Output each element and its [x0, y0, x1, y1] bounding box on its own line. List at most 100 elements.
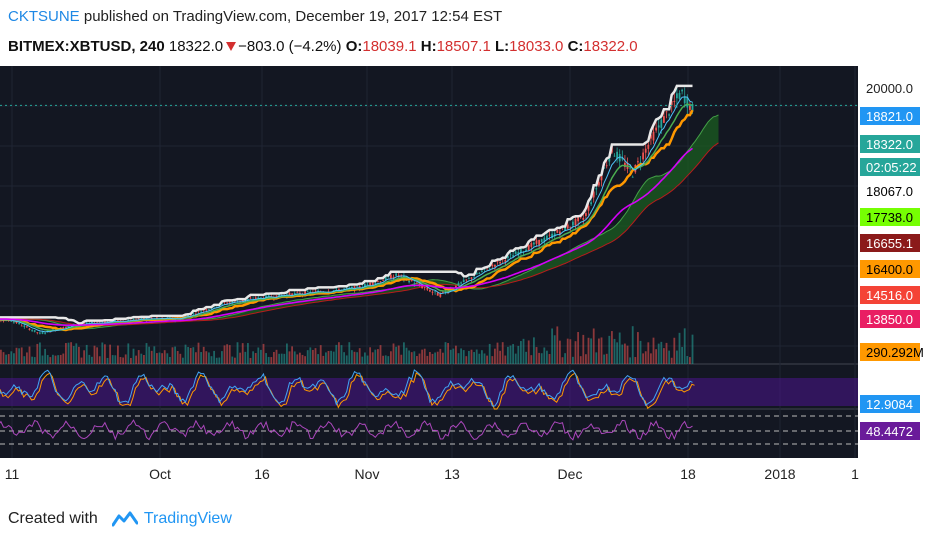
volume-bar [280, 353, 283, 364]
volume-bar [171, 347, 174, 364]
volume-bar [452, 348, 455, 364]
volume-bar [143, 354, 145, 364]
volume-bar [449, 349, 452, 364]
candle-body [39, 332, 41, 334]
volume-bar [522, 338, 525, 364]
volume-bar [59, 354, 62, 364]
candle-body [470, 277, 473, 279]
volume-bar [546, 350, 548, 364]
candle-body [491, 264, 494, 266]
price-change: −803.0 (−4.2%) [238, 38, 342, 55]
tradingview-brand[interactable]: TradingView [143, 510, 232, 527]
candle-body [10, 321, 13, 322]
volume-bar [416, 356, 418, 364]
symbol-label[interactable]: BITMEX:XBTUSD, 240 [8, 38, 165, 55]
volume-bar [577, 332, 580, 364]
volume-bar [650, 353, 652, 364]
low-value: 18033.0 [509, 38, 564, 55]
candle-body [275, 295, 278, 298]
volume-bar [254, 353, 257, 364]
volume-bar [54, 355, 57, 364]
x-axis: 11 Oct 16 Nov 13 Dec 18 2018 1 [5, 466, 859, 482]
price-label-bg [860, 260, 920, 278]
volume-bar [228, 345, 231, 364]
volume-bar [52, 354, 54, 364]
volume-bar [369, 347, 372, 364]
cci-label: 48.4472 [866, 424, 913, 439]
candle-body [408, 280, 411, 283]
volume-bar [135, 355, 138, 364]
candle-body [377, 281, 379, 282]
candle-body [23, 325, 26, 327]
volume-label: 290.292M [866, 345, 924, 360]
candle-body [551, 233, 554, 239]
candle-body [564, 227, 567, 231]
upper-step-line [0, 84, 693, 325]
volume-bar [226, 344, 229, 364]
volume-bar [660, 341, 663, 364]
volume-bar [31, 356, 34, 364]
author-link[interactable]: CKTSUNE [8, 8, 80, 25]
volume-bar [13, 353, 15, 364]
candle-body [241, 299, 244, 302]
candle-body [345, 287, 348, 289]
volume-bar [465, 356, 468, 364]
candle-body [582, 217, 585, 220]
candle-body [686, 97, 689, 108]
volume-bar [119, 357, 122, 364]
candle-body [676, 93, 678, 99]
candle-body [678, 92, 681, 99]
candle [36, 332, 39, 335]
volume-bar [273, 352, 275, 364]
volume-bar [5, 354, 8, 364]
volume-bar [252, 351, 255, 364]
volume-bar [187, 347, 190, 364]
candle-body [652, 131, 655, 141]
volume-bar [408, 350, 411, 364]
candle-body [683, 96, 686, 104]
created-with-text: Created with [8, 510, 98, 527]
volume-bar [184, 344, 187, 364]
candle-body [293, 293, 296, 295]
candle [681, 88, 684, 95]
candle-body [613, 155, 616, 157]
candle-body [538, 239, 541, 246]
candle-body [540, 239, 543, 243]
candle-body [509, 254, 512, 256]
volume-bar [538, 352, 541, 364]
candle [551, 229, 554, 240]
volume-bar [400, 354, 403, 364]
price-chart[interactable]: 11 Oct 16 Nov 13 Dec 18 2018 1 20000.0 18821.0 183… [0, 66, 932, 490]
candle [296, 291, 299, 293]
volume-bar [652, 337, 655, 364]
volume-bar [631, 326, 634, 364]
candle-body [296, 291, 299, 293]
volume-bar [317, 354, 320, 364]
candle-body [374, 282, 377, 284]
candle-body [598, 182, 600, 186]
volume-bar [215, 357, 218, 364]
x-tick-label: Nov [355, 466, 380, 482]
candle [436, 292, 439, 296]
candle [608, 157, 611, 166]
price-label: 02:05:22 [866, 160, 917, 175]
candle-body [137, 318, 140, 320]
volume-bar [10, 351, 13, 364]
volume-bar [387, 356, 390, 364]
candle-body [478, 272, 481, 274]
candle-body [644, 148, 647, 153]
price-label-bg [860, 286, 920, 304]
volume-bar [137, 350, 140, 364]
x-tick-label: 2018 [764, 466, 795, 482]
volume-bar [637, 332, 639, 364]
volume-bar [197, 342, 200, 364]
volume-bar [176, 351, 179, 364]
volume-bar [403, 342, 405, 364]
candle-body [533, 242, 535, 245]
volume-bar [413, 351, 416, 364]
candle-body [397, 274, 400, 276]
candle-body [384, 276, 387, 281]
chart-background [0, 66, 932, 490]
volume-bar [28, 346, 31, 364]
candle-body [507, 256, 509, 258]
